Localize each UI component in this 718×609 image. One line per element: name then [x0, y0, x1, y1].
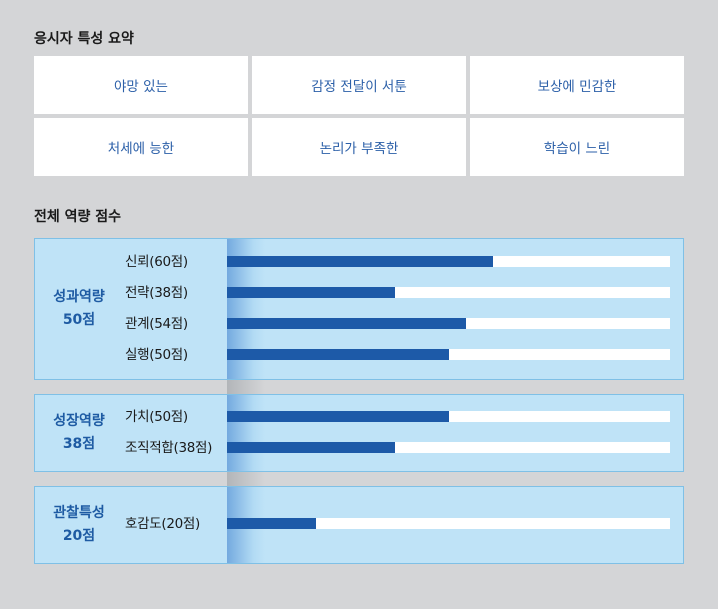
- score-row: 호감도(20점): [35, 514, 683, 534]
- score-bar-track: [227, 518, 670, 529]
- group-label: 관찰특성 20점: [35, 487, 123, 563]
- summary-title: 응시자 특성 요약: [34, 31, 134, 47]
- group-name: 성과역량: [53, 289, 105, 305]
- score-row: 신뢰(60점): [35, 252, 683, 272]
- score-bar-fill: [227, 518, 316, 529]
- score-bar-track: [227, 287, 670, 298]
- group-name: 관찰특성: [53, 505, 105, 521]
- score-bar-fill: [227, 411, 449, 422]
- group-name: 성장역량: [53, 413, 105, 429]
- score-label: 조직적합(38점): [125, 440, 213, 456]
- score-label: 전략(38점): [125, 285, 188, 301]
- trait-card: 처세에 능한: [34, 118, 248, 176]
- score-row: 관계(54점): [35, 314, 683, 334]
- competency-group-growth: 성장역량 38점 가치(50점) 조직적합(38점): [34, 394, 684, 472]
- trait-card: 보상에 민감한: [470, 56, 684, 114]
- score-row: 가치(50점): [35, 407, 683, 427]
- trait-grid: 야망 있는 감정 전달이 서툰 보상에 민감한 처세에 능한 논리가 부족한 학…: [34, 56, 684, 176]
- group-score: 50점: [62, 312, 96, 328]
- score-bar-track: [227, 442, 670, 453]
- score-label: 신뢰(60점): [125, 254, 188, 270]
- score-bar-track: [227, 349, 670, 360]
- group-gap-shade: [227, 380, 265, 394]
- score-label: 호감도(20점): [125, 516, 200, 532]
- group-score: 20점: [62, 528, 96, 544]
- score-bar-track: [227, 411, 670, 422]
- trait-card: 학습이 느린: [470, 118, 684, 176]
- score-label: 관계(54점): [125, 316, 188, 332]
- trait-card: 감정 전달이 서툰: [252, 56, 466, 114]
- competency-group-observed: 관찰특성 20점 호감도(20점): [34, 486, 684, 564]
- score-row: 전략(38점): [35, 283, 683, 303]
- score-bar-track: [227, 318, 670, 329]
- score-row: 조직적합(38점): [35, 438, 683, 458]
- group-score: 38점: [62, 436, 96, 452]
- scores-title: 전체 역량 점수: [34, 209, 122, 225]
- competency-group-performance: 성과역량 50점 신뢰(60점) 전략(38점) 관계(54점) 실행(50점): [34, 238, 684, 380]
- trait-card: 야망 있는: [34, 56, 248, 114]
- score-row: 실행(50점): [35, 345, 683, 365]
- score-bar-track: [227, 256, 670, 267]
- score-bar-fill: [227, 256, 493, 267]
- score-bar-fill: [227, 349, 449, 360]
- score-bar-fill: [227, 442, 396, 453]
- score-bar-fill: [227, 318, 467, 329]
- group-label: 성장역량 38점: [35, 395, 123, 471]
- trait-card: 논리가 부족한: [252, 118, 466, 176]
- score-label: 가치(50점): [125, 409, 188, 425]
- group-label: 성과역량 50점: [35, 239, 123, 379]
- score-label: 실행(50점): [125, 347, 188, 363]
- group-gap-shade: [227, 472, 265, 486]
- bar-start-shade: [227, 395, 265, 471]
- score-bar-fill: [227, 287, 396, 298]
